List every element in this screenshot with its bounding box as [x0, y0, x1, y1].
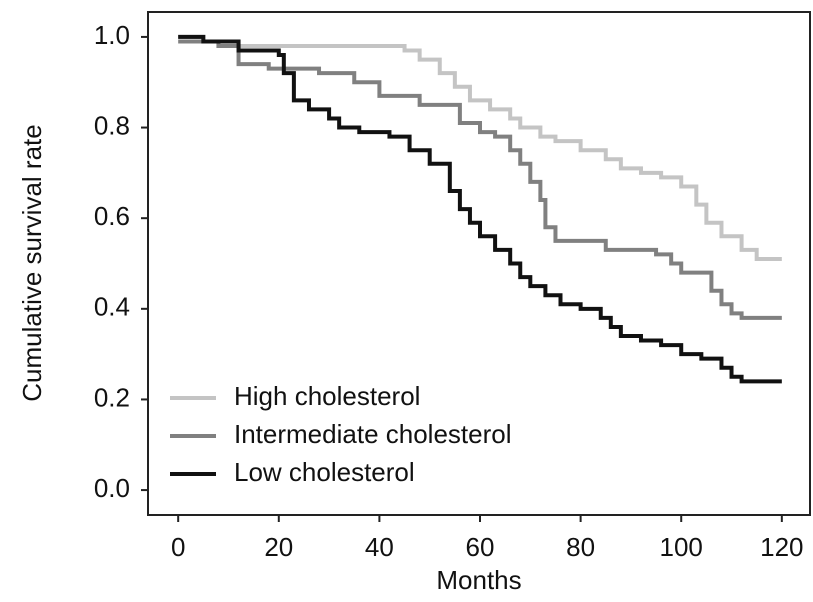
- survival-curve: [178, 34, 782, 261]
- x-tick-label: 120: [760, 532, 803, 562]
- y-tick-label: 0.0: [94, 473, 130, 503]
- x-tick-label: 0: [171, 532, 185, 562]
- x-tick-label: 40: [365, 532, 394, 562]
- survival-curve: [178, 34, 782, 384]
- plot-frame: [147, 11, 811, 516]
- x-tick-label: 20: [264, 532, 293, 562]
- legend-label: High cholesterol: [234, 381, 420, 411]
- legend-label: Low cholesterol: [234, 457, 415, 487]
- y-tick-label: 0.4: [94, 292, 130, 322]
- x-axis-label: Months: [436, 565, 521, 595]
- x-tick-label: 100: [660, 532, 703, 562]
- y-tick-label: 0.2: [94, 382, 130, 412]
- y-tick-label: 1.0: [94, 20, 130, 50]
- y-tick-label: 0.8: [94, 110, 130, 140]
- x-tick-label: 80: [566, 532, 595, 562]
- y-axis-label: Cumulative survival rate: [17, 124, 47, 401]
- y-tick-label: 0.6: [94, 201, 130, 231]
- legend-label: Intermediate cholesterol: [234, 419, 511, 449]
- survival-curve: [178, 39, 782, 320]
- x-tick-label: 60: [466, 532, 495, 562]
